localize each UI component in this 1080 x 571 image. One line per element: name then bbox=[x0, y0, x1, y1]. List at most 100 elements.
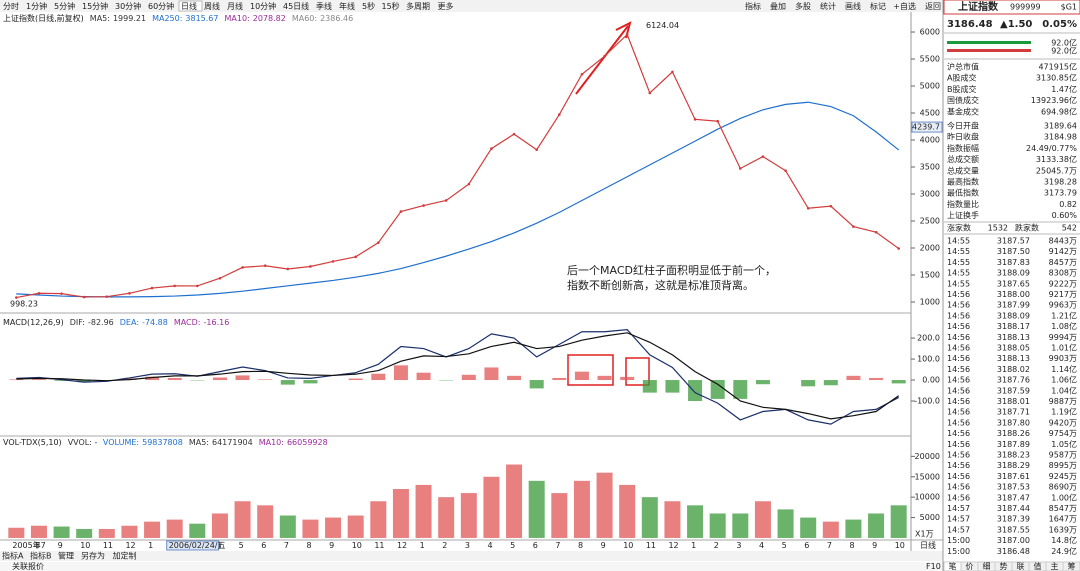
price-point bbox=[263, 264, 267, 268]
bottom-tab[interactable]: 加定制 bbox=[113, 551, 137, 561]
period-tab[interactable]: 60分钟 bbox=[148, 1, 174, 11]
status-bar bbox=[0, 562, 1080, 571]
x-tick-label: 6 bbox=[804, 541, 809, 550]
volume-bar bbox=[551, 493, 568, 538]
x-tick-label: 5 bbox=[510, 541, 515, 550]
period-tab[interactable]: 15分钟 bbox=[82, 1, 108, 11]
flow-bar bbox=[947, 41, 1031, 44]
quote-tab[interactable]: 价 bbox=[966, 562, 974, 571]
quote-tab[interactable]: 联 bbox=[1017, 562, 1025, 571]
tick-price: 3187.55 bbox=[997, 525, 1030, 534]
tool-button[interactable]: 返回 bbox=[925, 2, 941, 11]
x-tick-label: 7 bbox=[284, 541, 289, 550]
quote-tab[interactable]: 筹 bbox=[1068, 561, 1076, 571]
cursor-price: 4239.7 bbox=[912, 123, 940, 132]
tool-button[interactable]: 多股 bbox=[795, 1, 811, 11]
link-quote[interactable]: 关联报价 bbox=[12, 561, 44, 571]
period-tab[interactable]: 年线 bbox=[339, 1, 355, 11]
tick-volume: 9245万 bbox=[1049, 472, 1077, 481]
tool-button[interactable]: 叠加 bbox=[770, 1, 786, 11]
period-tab[interactable]: 日线 bbox=[181, 1, 197, 11]
tick-price: 3188.13 bbox=[997, 333, 1030, 342]
tick-time: 14:55 bbox=[947, 247, 970, 256]
quote-tab[interactable]: 笔 bbox=[949, 561, 957, 571]
stat-value: 24.49/0.77% bbox=[1026, 144, 1077, 153]
period-tab[interactable]: 5分钟 bbox=[54, 1, 75, 11]
period-tab[interactable]: 45日线 bbox=[283, 1, 309, 11]
quote-tab[interactable]: 值 bbox=[1034, 561, 1042, 571]
quote-tab-bg bbox=[1062, 561, 1080, 571]
tool-button[interactable]: 标记 bbox=[870, 1, 886, 11]
down-count: 542 bbox=[1062, 224, 1077, 233]
tick-time: 14:56 bbox=[947, 386, 970, 395]
price-point bbox=[490, 147, 493, 150]
price-point bbox=[150, 286, 154, 290]
tick-time: 15:00 bbox=[947, 536, 970, 545]
tick-price: 3187.57 bbox=[997, 237, 1030, 246]
tool-button[interactable]: +自选 bbox=[893, 1, 916, 11]
period-tab[interactable]: 30分钟 bbox=[115, 1, 141, 11]
bottom-tab[interactable]: 管理 bbox=[58, 551, 74, 561]
indicator-name: VOLUME: bbox=[103, 438, 139, 447]
indicator-value: -82.96 bbox=[88, 318, 114, 327]
volume-bar bbox=[189, 523, 206, 538]
period-tab[interactable]: 10分钟 bbox=[250, 1, 276, 11]
tick-time: 14:57 bbox=[947, 515, 970, 524]
stat-value: 3189.64 bbox=[1044, 122, 1077, 131]
x-tick-label: 9 bbox=[329, 541, 334, 550]
line-series bbox=[16, 332, 900, 420]
x-tick-label: 9 bbox=[872, 541, 877, 550]
price-point bbox=[603, 54, 606, 58]
price-point bbox=[105, 295, 109, 298]
volume-bar bbox=[392, 489, 409, 538]
quote-price: 3186.48 bbox=[947, 19, 993, 30]
period-tab[interactable]: 5秒 bbox=[362, 1, 375, 11]
y-tick-label: 5000 bbox=[920, 82, 940, 91]
period-tab[interactable]: 1分钟 bbox=[26, 1, 47, 11]
x-tick-label: 10 bbox=[623, 541, 633, 550]
x-tick-label: 11 bbox=[374, 541, 384, 550]
macd-bar bbox=[461, 374, 476, 381]
period-tab[interactable]: 周线 bbox=[204, 1, 220, 11]
volume-bar bbox=[121, 525, 138, 538]
y-tick-label: 2000 bbox=[920, 244, 940, 253]
tick-volume: 9222万 bbox=[1049, 279, 1077, 288]
f10-button[interactable]: F10 bbox=[926, 562, 941, 571]
bottom-tab[interactable]: 指标B bbox=[30, 551, 52, 561]
price-point bbox=[60, 292, 63, 295]
tool-button[interactable]: 指标 bbox=[745, 1, 761, 11]
indicator-line: VOL-TDX(5,10) VVOL: - VOLUME: 59837808 MA5: 6… bbox=[3, 438, 328, 447]
tick-price: 3187.50 bbox=[997, 247, 1030, 256]
volume-bar bbox=[709, 513, 726, 538]
volume-bar bbox=[415, 484, 432, 538]
macd-bar bbox=[145, 376, 160, 381]
stat-label: 今日开盘 bbox=[947, 121, 979, 131]
period-tab[interactable]: 15秒 bbox=[382, 1, 400, 11]
tick-volume: 8443万 bbox=[1049, 237, 1077, 246]
quote-tab[interactable]: 细 bbox=[983, 561, 991, 571]
bottom-tab[interactable]: 指标A bbox=[2, 551, 24, 561]
period-tab[interactable]: 月线 bbox=[227, 1, 243, 11]
period-tab[interactable]: 更多 bbox=[438, 1, 454, 11]
volume-bar bbox=[211, 513, 228, 538]
macd-bar bbox=[507, 375, 522, 381]
quote-tab[interactable]: 主 bbox=[1051, 561, 1059, 571]
macd-bar bbox=[710, 380, 725, 399]
flow-bar bbox=[947, 49, 1031, 52]
tool-button[interactable]: 画线 bbox=[845, 1, 861, 11]
line-series bbox=[16, 101, 900, 298]
bottom-tab[interactable]: 另存为 bbox=[81, 551, 105, 561]
x-tick-label: 10 bbox=[80, 541, 90, 550]
down-label: 跌家数 bbox=[1015, 223, 1039, 233]
volume-bar bbox=[234, 501, 251, 538]
period-tab[interactable]: 分时 bbox=[3, 1, 19, 11]
period-tab[interactable]: 季线 bbox=[316, 1, 332, 11]
x-tick-label: 1 bbox=[691, 541, 696, 550]
quote-tab[interactable]: 势 bbox=[1000, 561, 1008, 571]
period-tab[interactable]: 多周期 bbox=[406, 1, 430, 11]
tool-button[interactable]: 统计 bbox=[820, 1, 836, 11]
tick-price: 3186.48 bbox=[997, 547, 1030, 556]
indicator-name: MA5: bbox=[90, 14, 110, 23]
y-tick-label: 1000 bbox=[920, 298, 940, 307]
x-tick-label: 10 bbox=[895, 541, 905, 550]
